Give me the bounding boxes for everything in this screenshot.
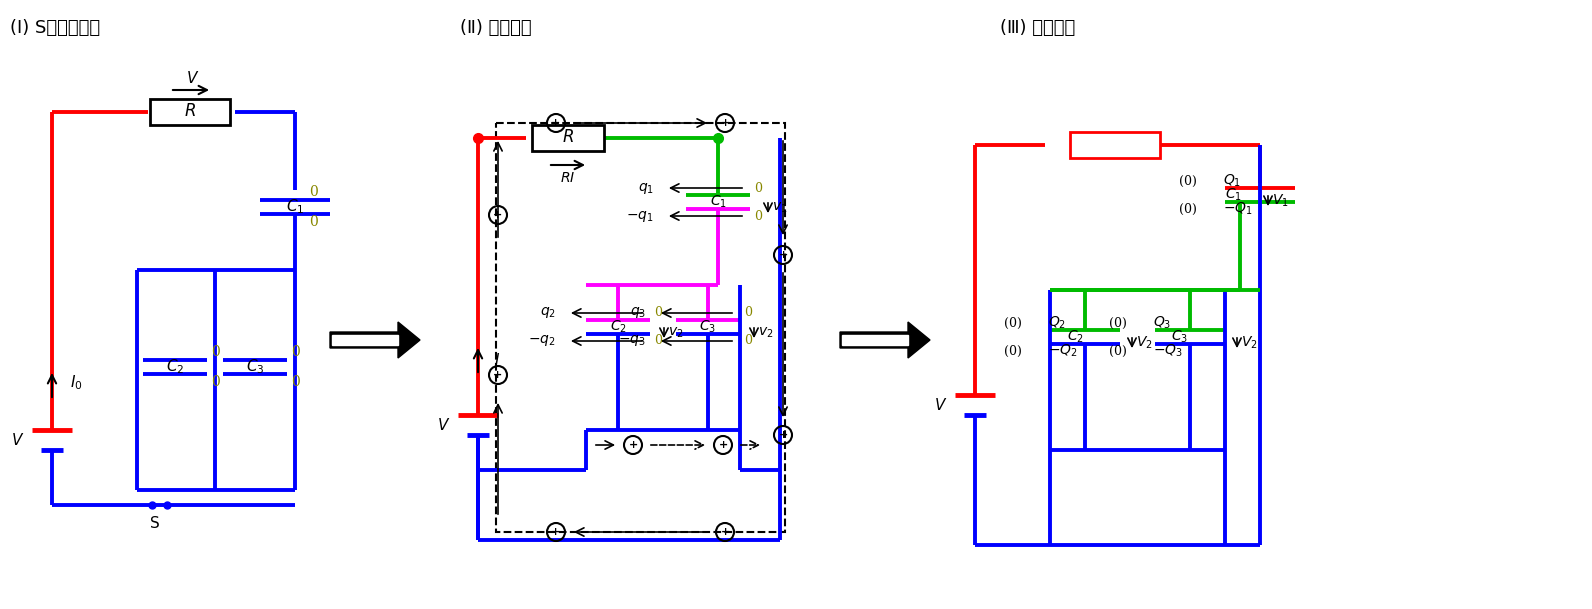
- Text: $V$: $V$: [436, 417, 451, 433]
- FancyBboxPatch shape: [1070, 132, 1161, 158]
- FancyArrow shape: [333, 335, 398, 345]
- Text: $C_2$: $C_2$: [1067, 329, 1084, 345]
- Text: $Q_3$: $Q_3$: [1153, 315, 1172, 331]
- Text: $-Q_3$: $-Q_3$: [1153, 343, 1183, 359]
- FancyArrow shape: [841, 322, 930, 358]
- Text: +: +: [718, 440, 728, 450]
- Text: 0: 0: [654, 334, 662, 348]
- Text: $V_1$: $V_1$: [1272, 193, 1290, 209]
- Text: $V_2$: $V_2$: [1242, 335, 1258, 351]
- Text: $C_1$: $C_1$: [287, 198, 304, 216]
- Text: 0: 0: [212, 345, 220, 359]
- Text: $I_0$: $I_0$: [70, 374, 83, 392]
- Text: $q_2$: $q_2$: [540, 306, 556, 320]
- Text: +: +: [551, 118, 560, 128]
- Text: $q_1$: $q_1$: [638, 180, 654, 195]
- Text: $Q_2$: $Q_2$: [1048, 315, 1067, 331]
- Text: $C_2$: $C_2$: [610, 319, 627, 335]
- Text: $-q_1$: $-q_1$: [626, 208, 654, 224]
- Text: $C_1$: $C_1$: [710, 194, 726, 210]
- Text: 0: 0: [212, 375, 220, 389]
- FancyBboxPatch shape: [532, 125, 603, 151]
- Text: $v_2$: $v_2$: [669, 326, 683, 340]
- Text: 0: 0: [755, 181, 763, 194]
- Text: +: +: [720, 527, 729, 537]
- Text: $-Q_1$: $-Q_1$: [1223, 201, 1253, 217]
- FancyArrow shape: [330, 322, 420, 358]
- Text: $RI$: $RI$: [560, 171, 576, 185]
- Text: 0: 0: [291, 375, 299, 389]
- Text: $v_1$: $v_1$: [772, 201, 788, 215]
- Text: $q_3$: $q_3$: [630, 306, 646, 320]
- Text: (Ⅱ) 途中過程: (Ⅱ) 途中過程: [460, 19, 532, 37]
- Text: S: S: [150, 515, 159, 530]
- Text: $V$: $V$: [933, 397, 947, 413]
- Text: 0: 0: [755, 209, 763, 222]
- Text: $V$: $V$: [186, 70, 199, 86]
- Text: 0: 0: [654, 306, 662, 320]
- FancyBboxPatch shape: [150, 99, 229, 125]
- Text: (0): (0): [1180, 175, 1197, 188]
- Text: $-Q_2$: $-Q_2$: [1048, 343, 1078, 359]
- Text: $C_3$: $C_3$: [245, 357, 264, 376]
- Text: +: +: [778, 250, 788, 260]
- Text: (0): (0): [1005, 317, 1022, 329]
- Text: $V$: $V$: [11, 432, 24, 448]
- Text: (0): (0): [1110, 345, 1127, 357]
- Text: (0): (0): [1005, 345, 1022, 357]
- Text: 0: 0: [309, 185, 318, 199]
- Text: (Ⅰ) S閉じた直後: (Ⅰ) S閉じた直後: [10, 19, 100, 37]
- Text: +: +: [720, 118, 729, 128]
- Text: 0: 0: [743, 306, 751, 320]
- Text: $-q_3$: $-q_3$: [618, 334, 646, 348]
- Text: $Q_1$: $Q_1$: [1223, 173, 1242, 189]
- Text: +: +: [778, 430, 788, 440]
- Text: +: +: [494, 210, 503, 220]
- Text: $-q_2$: $-q_2$: [529, 334, 556, 348]
- Text: $V_2$: $V_2$: [1137, 335, 1153, 351]
- Text: 0: 0: [309, 215, 318, 229]
- Text: 0: 0: [291, 345, 299, 359]
- Text: $C_3$: $C_3$: [1172, 329, 1189, 345]
- Text: $C_2$: $C_2$: [166, 357, 185, 376]
- Text: (0): (0): [1110, 317, 1127, 329]
- Text: (Ⅲ) 充電完了: (Ⅲ) 充電完了: [1000, 19, 1075, 37]
- Text: +: +: [551, 527, 560, 537]
- Text: $v_2$: $v_2$: [758, 326, 774, 340]
- Text: (0): (0): [1180, 203, 1197, 216]
- Text: +: +: [629, 440, 638, 450]
- Text: $C_1$: $C_1$: [1224, 187, 1242, 203]
- Text: +: +: [494, 370, 503, 380]
- Text: $I$: $I$: [494, 352, 500, 368]
- Bar: [497, 123, 785, 532]
- Text: $R$: $R$: [185, 104, 196, 121]
- Text: $C_3$: $C_3$: [699, 319, 716, 335]
- FancyArrow shape: [842, 335, 907, 345]
- Text: $R$: $R$: [562, 130, 575, 147]
- Text: 0: 0: [743, 334, 751, 348]
